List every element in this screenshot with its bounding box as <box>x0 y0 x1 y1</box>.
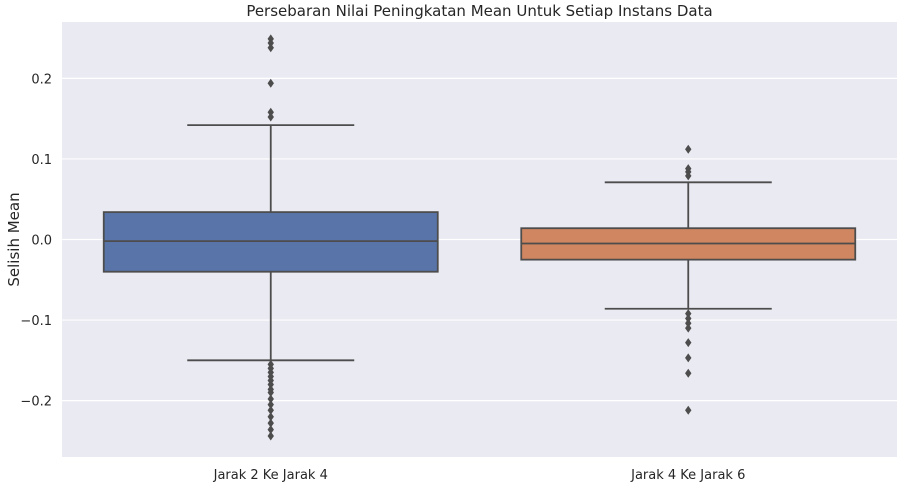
outlier-point <box>267 418 274 428</box>
y-axis-label: Selisih Mean <box>5 192 23 286</box>
x-tick-labels: Jarak 2 Ke Jarak 4 Jarak 4 Ke Jarak 6 <box>213 468 746 483</box>
box-1 <box>102 34 439 441</box>
outlier-point <box>685 144 692 154</box>
outlier-point <box>685 338 692 348</box>
y-tick-label: 0.2 <box>31 72 52 87</box>
outlier-point <box>267 394 274 404</box>
outlier-point <box>267 112 274 122</box>
outlier-point <box>685 313 692 323</box>
x-tick-label: Jarak 2 Ke Jarak 4 <box>213 468 328 483</box>
outlier-point <box>267 388 274 398</box>
y-tick-labels: 0.2 0.1 0.0 −0.1 −0.2 <box>20 72 52 409</box>
outlier-point <box>685 323 692 333</box>
outlier-point <box>267 38 274 48</box>
outlier-point <box>685 405 692 415</box>
y-tick-label: −0.1 <box>20 314 52 329</box>
outlier-point <box>267 380 274 389</box>
outlier-point <box>685 171 692 181</box>
outlier-point <box>267 400 274 410</box>
outlier-point <box>267 405 274 415</box>
outlier-point <box>267 107 274 117</box>
outlier-point <box>685 353 692 363</box>
outlier-point <box>685 309 692 319</box>
outlier-point <box>267 78 274 88</box>
outlier-point <box>267 431 274 441</box>
outlier-point <box>267 412 274 422</box>
y-tick-label: −0.2 <box>20 395 52 410</box>
y-tick-label: 0.1 <box>31 153 52 168</box>
outlier-point <box>685 368 692 378</box>
x-tick-label: Jarak 4 Ke Jarak 6 <box>630 468 745 483</box>
box-2 <box>520 144 857 415</box>
chart-title: Persebaran Nilai Peningkatan Mean Untuk … <box>246 2 712 20</box>
outlier-point <box>267 43 274 53</box>
outlier-point <box>685 318 692 328</box>
box-series <box>102 34 857 441</box>
y-tick-label: 0.0 <box>31 234 52 249</box>
outlier-point <box>267 425 274 435</box>
